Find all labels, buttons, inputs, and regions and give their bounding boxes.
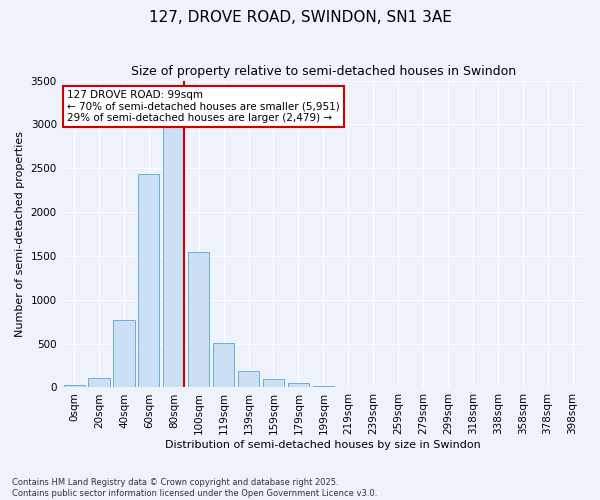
Bar: [138, 174, 160, 388]
Bar: [188, 252, 209, 388]
Bar: [313, 386, 334, 388]
Bar: [64, 385, 85, 388]
Bar: [163, 102, 184, 388]
Text: 127, DROVE ROAD, SWINDON, SN1 3AE: 127, DROVE ROAD, SWINDON, SN1 3AE: [149, 10, 451, 25]
Bar: [338, 386, 359, 388]
Bar: [88, 378, 110, 388]
Text: 127 DROVE ROAD: 99sqm
← 70% of semi-detached houses are smaller (5,951)
29% of s: 127 DROVE ROAD: 99sqm ← 70% of semi-deta…: [67, 90, 340, 123]
Bar: [213, 342, 234, 388]
Bar: [263, 378, 284, 388]
Bar: [113, 320, 134, 388]
Title: Size of property relative to semi-detached houses in Swindon: Size of property relative to semi-detach…: [131, 65, 516, 78]
Text: Contains HM Land Registry data © Crown copyright and database right 2025.
Contai: Contains HM Land Registry data © Crown c…: [12, 478, 377, 498]
X-axis label: Distribution of semi-detached houses by size in Swindon: Distribution of semi-detached houses by …: [166, 440, 481, 450]
Bar: [288, 382, 309, 388]
Bar: [238, 371, 259, 388]
Y-axis label: Number of semi-detached properties: Number of semi-detached properties: [15, 131, 25, 337]
